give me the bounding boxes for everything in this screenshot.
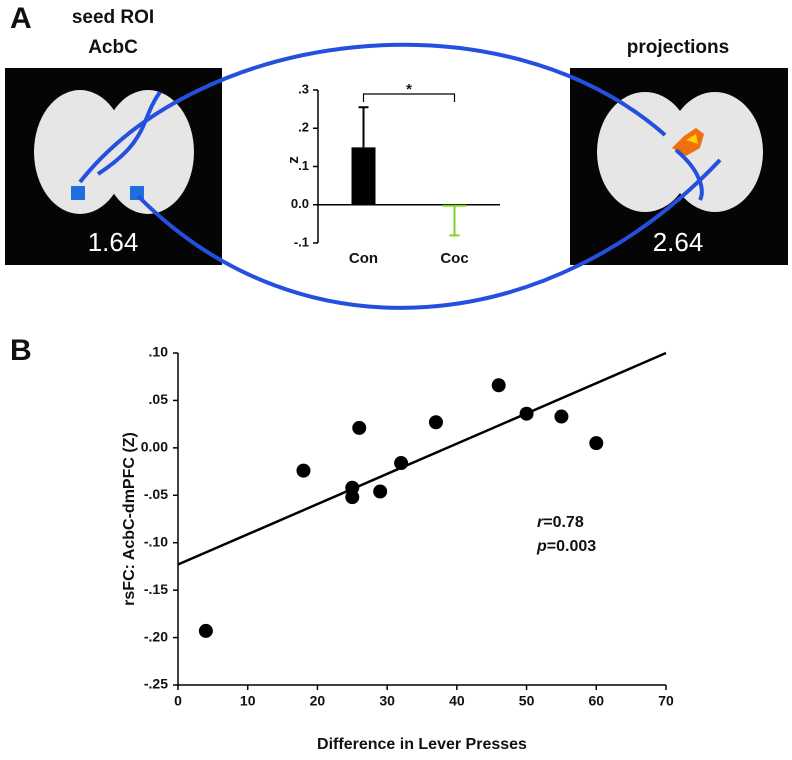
brain-title: projections xyxy=(627,37,729,58)
point xyxy=(491,378,506,393)
brain-value: 2.64 xyxy=(653,227,704,257)
point xyxy=(589,436,604,451)
y-tick-label: .3 xyxy=(298,81,309,96)
y-tick-label: -.1 xyxy=(294,234,309,249)
brain-subtitle: AcbC xyxy=(88,37,138,58)
point xyxy=(198,623,213,638)
point xyxy=(428,415,443,430)
panel-label: A xyxy=(10,2,32,35)
y-tick-label: .2 xyxy=(298,120,309,135)
bar xyxy=(351,147,376,205)
x-tick-label: 30 xyxy=(379,693,395,709)
point xyxy=(373,484,388,499)
y-tick-label: 0.00 xyxy=(141,439,168,455)
stat-value: =0.003 xyxy=(547,538,596,555)
y-tick-label: -.10 xyxy=(144,533,168,549)
stat-symbol: r xyxy=(537,514,544,531)
connection xyxy=(78,42,722,310)
x-tick-label: 40 xyxy=(449,693,465,709)
brain-hemisphere xyxy=(34,90,126,214)
error-bar xyxy=(358,106,369,148)
point xyxy=(345,490,360,505)
brain-hemisphere xyxy=(667,92,763,212)
point xyxy=(352,420,367,435)
y-tick-label: -.25 xyxy=(144,676,168,692)
stat-annotation: r=0.78 xyxy=(537,514,584,531)
point xyxy=(519,406,534,421)
y-tick-label: -.15 xyxy=(144,581,168,597)
point xyxy=(394,456,409,471)
stat-annotation: p=0.003 xyxy=(536,538,596,555)
stat-symbol: p xyxy=(536,538,547,555)
panel-label: B xyxy=(10,334,32,367)
y-tick-label: .10 xyxy=(149,344,169,360)
annotation: * xyxy=(406,81,412,98)
brain-hemisphere xyxy=(102,90,194,214)
y-tick-label: .1 xyxy=(298,158,309,173)
bar xyxy=(442,204,467,207)
point xyxy=(554,409,569,424)
x-tick-label: Coc xyxy=(440,250,468,267)
y-tick-label: -.05 xyxy=(144,486,168,502)
x-tick-label: 60 xyxy=(588,693,604,709)
y-tick-label: 0.0 xyxy=(291,196,309,211)
x-tick-label: 70 xyxy=(658,693,674,709)
x-tick-label: 50 xyxy=(519,693,535,709)
x-tick-label: 10 xyxy=(240,693,256,709)
x-tick-label: 20 xyxy=(310,693,326,709)
chart-bg xyxy=(290,75,520,275)
error-bar xyxy=(449,206,460,237)
stat-value: =0.78 xyxy=(543,514,584,531)
y-tick-label: -.20 xyxy=(144,628,168,644)
y-tick-label: .05 xyxy=(149,391,169,407)
x-tick-label: 0 xyxy=(174,693,182,709)
y-axis-label: rsFC: AcbC-dmPFC (Z) xyxy=(121,432,138,606)
seed-roi xyxy=(71,186,85,200)
brain-hemisphere xyxy=(597,92,693,212)
fit-line xyxy=(177,351,667,566)
significance-bracket xyxy=(362,93,456,102)
y-axis-label: z xyxy=(285,156,302,164)
x-axis-label: Difference in Lever Presses xyxy=(317,736,527,753)
x-tick-label: Con xyxy=(349,250,378,267)
brain-title: seed ROI xyxy=(72,7,154,28)
point xyxy=(296,463,311,478)
projection-blob xyxy=(686,134,698,144)
brain-value: 1.64 xyxy=(88,227,139,257)
